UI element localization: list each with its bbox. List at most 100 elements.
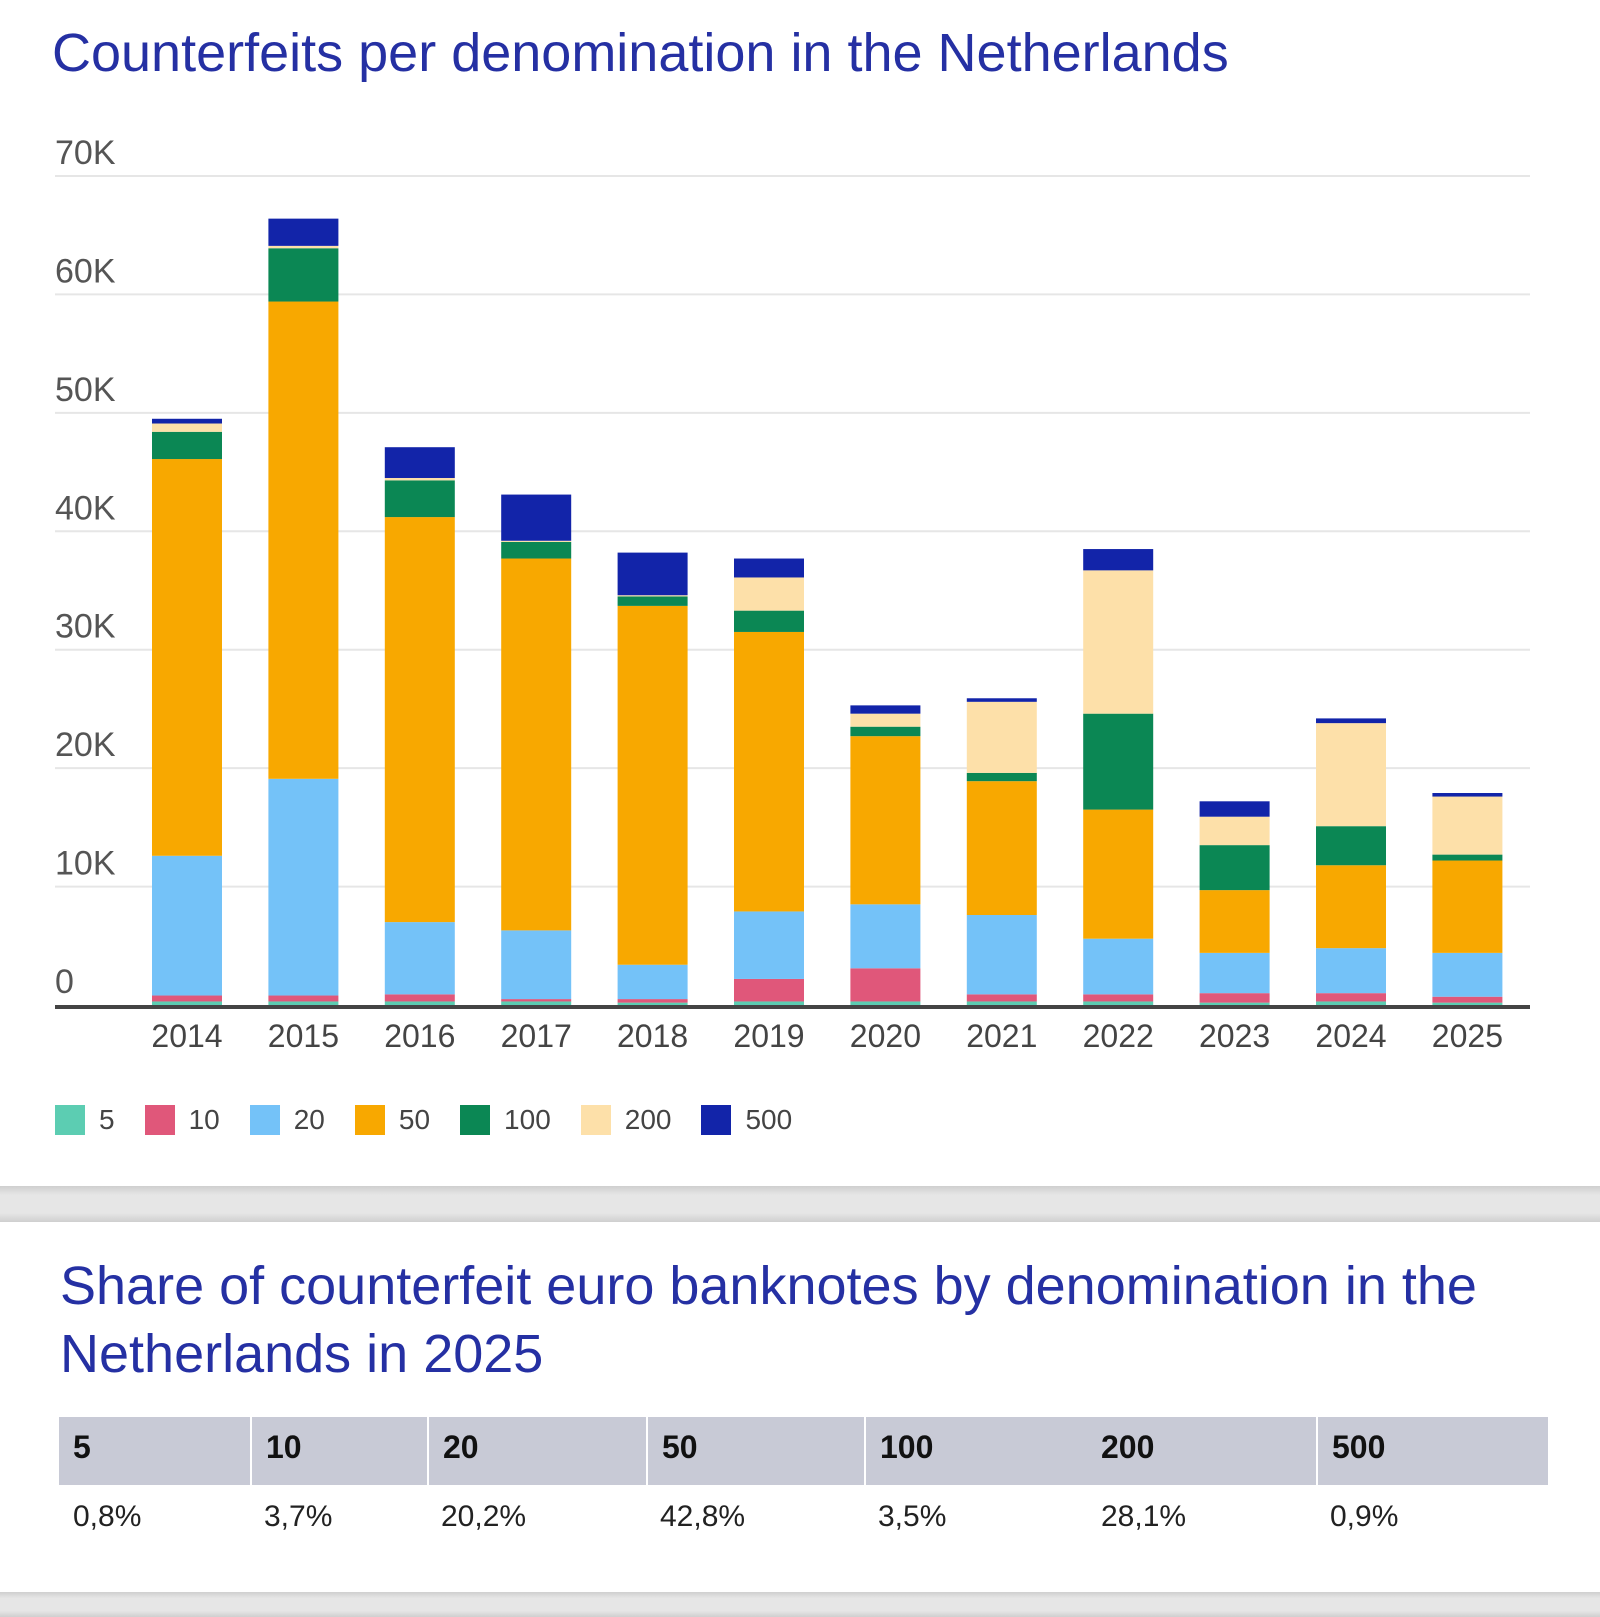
bar-segment-5-2024 bbox=[1316, 1001, 1386, 1005]
bar-segment-100-2022 bbox=[1083, 713, 1154, 810]
bar-segment-20-2016 bbox=[384, 922, 455, 995]
bar-segment-200-2023 bbox=[1199, 816, 1270, 846]
bar-segment-10-2021 bbox=[966, 994, 1037, 1002]
table-header-50: 50 bbox=[646, 1417, 864, 1485]
bar-segment-100-2020 bbox=[850, 726, 921, 737]
bar-segment-5-2018 bbox=[617, 1002, 688, 1005]
bottom-divider bbox=[0, 1592, 1600, 1617]
y-tick-label: 50K bbox=[55, 371, 116, 409]
share-title: Share of counterfeit euro banknotes by d… bbox=[60, 1256, 1477, 1384]
table-header-200: 200 bbox=[1085, 1417, 1316, 1485]
bar-segment-5-2025 bbox=[1432, 1002, 1503, 1005]
legend-label: 50 bbox=[398, 1104, 431, 1135]
bar-segment-20-2015 bbox=[268, 778, 339, 996]
bar-segment-20-2024 bbox=[1316, 948, 1386, 994]
legend-label: 5 bbox=[99, 1104, 115, 1135]
bar-segment-100-2025 bbox=[1432, 854, 1503, 861]
y-tick-label: 40K bbox=[55, 489, 116, 527]
table-cell-200: 28,1% bbox=[1101, 1500, 1187, 1533]
bar-segment-100-2024 bbox=[1316, 826, 1386, 866]
legend-label: 200 bbox=[624, 1104, 672, 1135]
table-cell-50: 42,8% bbox=[660, 1500, 746, 1533]
bar-segment-200-2015 bbox=[268, 245, 339, 249]
x-tick-label: 2020 bbox=[850, 1018, 921, 1054]
bar-segment-50-2023 bbox=[1199, 890, 1270, 953]
bar-segment-10-2015 bbox=[268, 995, 339, 1002]
bar-segment-20-2020 bbox=[850, 904, 921, 969]
bar-segment-20-2021 bbox=[966, 914, 1037, 995]
x-tick-label: 2014 bbox=[151, 1018, 222, 1054]
legend-label: 20 bbox=[293, 1104, 325, 1135]
legend-item-200: 200 bbox=[580, 1104, 672, 1136]
bar-segment-500-2020 bbox=[850, 705, 921, 714]
x-tick-label: 2019 bbox=[733, 1018, 804, 1054]
bar-segment-100-2016 bbox=[384, 480, 455, 518]
table-header-20: 20 bbox=[427, 1417, 646, 1485]
table-cell-10: 3,7% bbox=[264, 1500, 333, 1533]
bar-segment-10-2025 bbox=[1432, 996, 1503, 1003]
chart-title: Counterfeits per denomination in the Net… bbox=[52, 23, 1229, 83]
bar-segment-10-2022 bbox=[1083, 994, 1154, 1002]
bar-segment-200-2020 bbox=[850, 713, 921, 727]
bar-segment-100-2014 bbox=[152, 431, 222, 460]
y-tick-label: 30K bbox=[55, 608, 116, 646]
bar-segment-10-2018 bbox=[617, 999, 688, 1003]
bar-segment-50-2020 bbox=[850, 736, 921, 905]
legend-swatch bbox=[249, 1105, 280, 1135]
bar-segment-500-2023 bbox=[1199, 801, 1270, 817]
bar-segment-20-2023 bbox=[1199, 952, 1270, 994]
bar-segment-50-2025 bbox=[1432, 860, 1503, 953]
legend-swatch bbox=[55, 1105, 85, 1135]
bar-segment-100-2017 bbox=[501, 541, 572, 559]
bar-segment-10-2017 bbox=[501, 999, 572, 1002]
y-tick-label: 0 bbox=[55, 963, 74, 1001]
x-tick-label: 2017 bbox=[501, 1018, 572, 1054]
bar-segment-500-2016 bbox=[384, 447, 455, 478]
bar-segment-500-2019 bbox=[734, 558, 804, 578]
bar-segment-20-2017 bbox=[501, 930, 572, 1000]
bar-segment-500-2017 bbox=[501, 494, 572, 541]
table-cell-20: 20,2% bbox=[441, 1500, 527, 1533]
legend-item-100: 100 bbox=[460, 1104, 551, 1136]
table-cell-100: 3,5% bbox=[878, 1500, 947, 1533]
bar-segment-50-2021 bbox=[966, 781, 1037, 915]
stacked-bar-chart: 0 10K 20K 30K 40K 50K 60K 70K 2014 2015 2016 2017 20… bbox=[55, 134, 1530, 1054]
bar-segment-10-2016 bbox=[384, 994, 455, 1002]
section-divider bbox=[0, 1186, 1600, 1222]
bar-segment-5-2015 bbox=[268, 1001, 339, 1005]
x-tick-label: 2024 bbox=[1315, 1018, 1386, 1054]
legend-swatch bbox=[144, 1105, 175, 1135]
x-tick-label: 2018 bbox=[617, 1018, 688, 1054]
legend-item-50: 50 bbox=[354, 1104, 431, 1136]
bar-segment-50-2014 bbox=[152, 459, 222, 856]
table-header-10: 10 bbox=[250, 1417, 427, 1485]
table-header-100: 100 bbox=[864, 1417, 1085, 1485]
legend-item-10: 10 bbox=[144, 1104, 220, 1136]
bar-segment-50-2022 bbox=[1083, 809, 1154, 939]
bar-segment-500-2021 bbox=[966, 698, 1037, 702]
bar-segment-5-2023 bbox=[1199, 1002, 1270, 1005]
table-header-5: 5 bbox=[59, 1417, 250, 1485]
bar-segment-100-2023 bbox=[1199, 845, 1270, 891]
bar-segment-200-2017 bbox=[501, 540, 572, 542]
x-tick-label: 2015 bbox=[268, 1018, 339, 1054]
bar-segment-5-2017 bbox=[501, 1001, 572, 1005]
legend-swatch bbox=[580, 1105, 611, 1135]
y-tick-label: 20K bbox=[55, 726, 116, 764]
bar-segment-100-2015 bbox=[268, 248, 339, 302]
bar-segment-500-2014 bbox=[152, 418, 222, 424]
bar-segment-5-2021 bbox=[966, 1001, 1037, 1005]
bar-segment-5-2022 bbox=[1083, 1001, 1154, 1005]
x-tick-label: 2025 bbox=[1432, 1018, 1503, 1054]
legend-item-500: 500 bbox=[701, 1104, 792, 1136]
table-cell-500: 0,9% bbox=[1330, 1500, 1399, 1533]
bar-segment-200-2018 bbox=[617, 595, 688, 597]
bar-segment-100-2019 bbox=[734, 610, 804, 632]
bar-segment-5-2016 bbox=[384, 1001, 455, 1005]
bar-segment-10-2020 bbox=[850, 968, 921, 1002]
legend-label: 10 bbox=[188, 1104, 220, 1135]
bar-segment-500-2018 bbox=[617, 552, 688, 596]
bar-segment-500-2025 bbox=[1432, 793, 1503, 797]
bar-segment-5-2019 bbox=[734, 1001, 804, 1005]
y-tick-label: 70K bbox=[55, 134, 116, 172]
